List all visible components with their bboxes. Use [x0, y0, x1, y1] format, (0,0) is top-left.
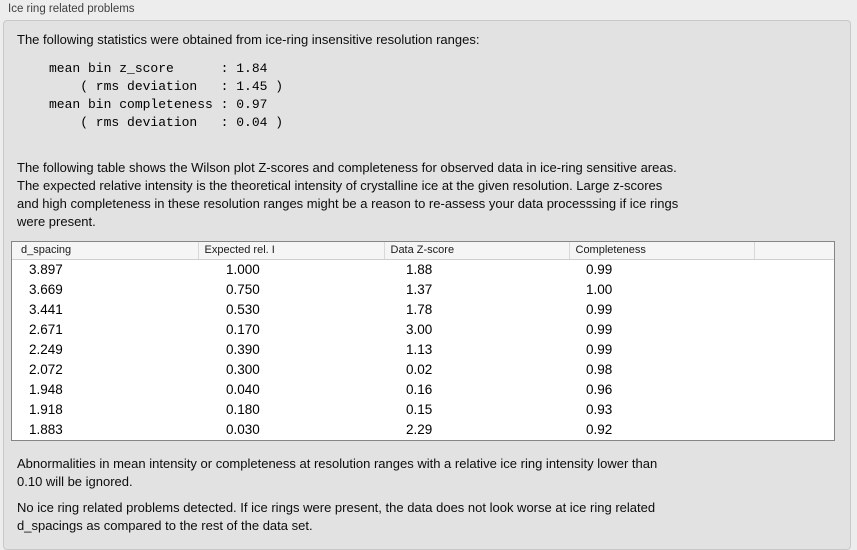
table-cell [754, 280, 834, 300]
table-cell [754, 259, 834, 280]
column-header[interactable]: Completeness [568, 242, 754, 260]
table-cell: 1.948 [29, 381, 63, 397]
column-header[interactable]: Expected rel. I [197, 242, 384, 260]
table-cell: 0.300 [226, 361, 260, 377]
ignore-note: Abnormalities in mean intensity or compl… [17, 455, 658, 489]
table-cell: 0.180 [226, 401, 260, 417]
table-cell: 0.98 [586, 361, 613, 377]
table-cell: 1.918 [29, 401, 63, 417]
table-row[interactable]: 3.441 0.530 1.78 0.99 [12, 300, 834, 320]
table-cell: 1.00 [586, 281, 613, 297]
table-header-row: d_spacing Expected rel. I Data Z-score Comp… [12, 242, 834, 260]
table-cell: 0.390 [226, 341, 260, 357]
table-cell [754, 360, 834, 380]
table-cell: 3.669 [29, 281, 63, 297]
table-cell: 3.00 [406, 321, 433, 337]
intro-text: The following statistics were obtained f… [17, 32, 480, 47]
table-description: The following table shows the Wilson plo… [17, 160, 679, 229]
table-cell: 2.671 [29, 321, 63, 337]
panel-title: Ice ring related problems [8, 3, 135, 15]
table-cell: 0.99 [586, 301, 613, 317]
table-row[interactable]: 3.897 1.000 1.88 0.99 [12, 259, 834, 280]
table-cell: 0.16 [406, 381, 433, 397]
table-cell [754, 320, 834, 340]
table-cell: 0.02 [406, 361, 433, 377]
summary-stats-block: mean bin z_score : 1.84 ( rms deviation … [49, 61, 284, 130]
table-cell: 3.441 [29, 301, 63, 317]
conclusion-text: No ice ring related problems detected. I… [17, 499, 656, 533]
table-row[interactable]: 3.669 0.750 1.37 1.00 [12, 280, 834, 300]
table-row[interactable]: 2.072 0.300 0.02 0.98 [12, 360, 834, 380]
table-cell: 0.99 [586, 261, 613, 277]
table-cell: 2.072 [29, 361, 63, 377]
table-cell: 2.29 [406, 421, 433, 437]
table-cell: 1.13 [406, 341, 433, 357]
table-cell: 1.88 [406, 261, 433, 277]
table-cell: 0.92 [586, 421, 613, 437]
table-row[interactable]: 2.249 0.390 1.13 0.99 [12, 340, 834, 360]
table-row[interactable]: 2.671 0.170 3.00 0.99 [12, 320, 834, 340]
table-cell: 0.99 [586, 321, 613, 337]
table-cell: 0.15 [406, 401, 433, 417]
table-cell: 0.750 [226, 281, 260, 297]
table-cell: 0.530 [226, 301, 260, 317]
table-cell: 0.040 [226, 381, 260, 397]
ice-ring-panel: The following statistics were obtained f… [3, 20, 851, 550]
table-cell: 0.96 [586, 381, 613, 397]
column-header[interactable]: d_spacing [12, 242, 198, 260]
table-cell: 1.000 [226, 261, 260, 277]
table-cell: 0.99 [586, 341, 613, 357]
column-header[interactable]: Data Z-score [383, 242, 569, 260]
table-cell: 1.78 [406, 301, 433, 317]
table-row[interactable]: 1.918 0.180 0.15 0.93 [12, 400, 834, 420]
table-body: 3.897 1.000 1.88 0.99 3.669 0.750 1.37 1.00 3.44… [12, 259, 834, 440]
table-row[interactable]: 1.883 0.030 2.29 0.92 [12, 420, 834, 440]
table-cell [754, 400, 834, 420]
ice-ring-table: d_spacing Expected rel. I Data Z-score Comp… [11, 241, 835, 441]
table-cell: 0.030 [226, 421, 260, 437]
table-cell: 1.37 [406, 281, 433, 297]
table-cell: 0.93 [586, 401, 613, 417]
table-cell [754, 300, 834, 320]
table-cell: 2.249 [29, 341, 63, 357]
table-cell: 1.883 [29, 421, 63, 437]
table-row[interactable]: 1.948 0.040 0.16 0.96 [12, 380, 834, 400]
table-cell [754, 420, 834, 440]
column-header[interactable] [753, 242, 834, 260]
table-cell: 3.897 [29, 261, 63, 277]
table-cell: 0.170 [226, 321, 260, 337]
table-cell [754, 380, 834, 400]
table-cell [754, 340, 834, 360]
